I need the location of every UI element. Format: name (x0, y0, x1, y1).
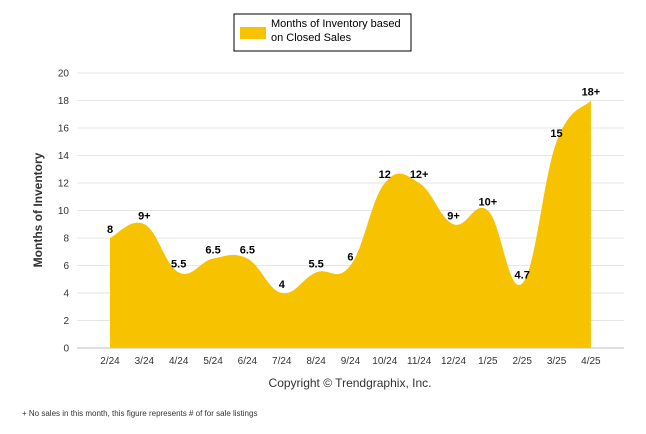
x-tick-label: 12/24 (441, 356, 466, 367)
y-tick-label: 20 (58, 69, 70, 80)
legend-line-1: Months of Inventory based (271, 18, 401, 30)
y-tick-label: 0 (63, 344, 69, 355)
x-tick-label: 2/25 (512, 356, 532, 367)
data-label: 6.5 (205, 245, 220, 257)
y-axis-label: Months of Inventory (31, 152, 45, 267)
legend-line-2: on Closed Sales (271, 32, 352, 44)
x-tick-label: 3/24 (135, 356, 155, 367)
data-label: 18+ (582, 87, 601, 99)
x-tick-label: 11/24 (407, 356, 432, 367)
data-labels: 8 9+ 5.5 6.5 6.5 4 5.5 6 12 12+ 9+ 10+ 4.7 15 18+ (107, 87, 600, 292)
x-tick-label: 4/25 (581, 356, 601, 367)
y-tick-label: 8 (63, 234, 69, 245)
data-label: 10+ (479, 197, 498, 209)
x-axis-ticks: 2/24 3/24 4/24 5/24 6/24 7/24 8/24 9/24 10/24 11/… (100, 356, 601, 367)
data-label: 9+ (138, 210, 151, 222)
x-tick-label: 9/24 (341, 356, 361, 367)
y-tick-label: 14 (58, 151, 70, 162)
y-tick-label: 6 (63, 261, 69, 272)
data-label: 12 (379, 169, 391, 181)
y-tick-label: 4 (63, 289, 69, 300)
y-tick-label: 18 (58, 96, 70, 107)
data-label: 4 (279, 279, 286, 291)
data-label: 9+ (447, 210, 460, 222)
legend-swatch (240, 27, 266, 39)
x-tick-label: 1/25 (478, 356, 498, 367)
data-label: 6.5 (240, 245, 255, 257)
y-tick-label: 10 (58, 206, 70, 217)
x-tick-label: 2/24 (100, 356, 120, 367)
data-label: 6 (347, 252, 353, 264)
legend: Months of Inventory based on Closed Sale… (233, 13, 412, 52)
x-tick-label: 6/24 (238, 356, 258, 367)
area-series (110, 100, 591, 348)
y-tick-label: 12 (58, 179, 70, 190)
data-label: 12+ (410, 169, 429, 181)
footnote: + No sales in this month, this figure re… (22, 409, 257, 418)
x-tick-label: 8/24 (306, 356, 326, 367)
y-axis-ticks: 0 2 4 6 8 10 12 14 16 18 20 (58, 69, 70, 355)
x-tick-label: 3/25 (547, 356, 567, 367)
data-label: 15 (550, 128, 562, 140)
y-tick-label: 16 (58, 124, 70, 135)
x-tick-label: 7/24 (272, 356, 292, 367)
x-tick-label: 5/24 (203, 356, 223, 367)
data-label: 5.5 (308, 258, 323, 270)
data-label: 4.7 (515, 269, 530, 281)
x-tick-label: 10/24 (372, 356, 397, 367)
copyright: Copyright © Trendgraphix, Inc. (269, 376, 432, 390)
y-tick-label: 2 (63, 316, 69, 327)
data-label: 8 (107, 224, 113, 236)
x-tick-label: 4/24 (169, 356, 189, 367)
data-label: 5.5 (171, 258, 186, 270)
